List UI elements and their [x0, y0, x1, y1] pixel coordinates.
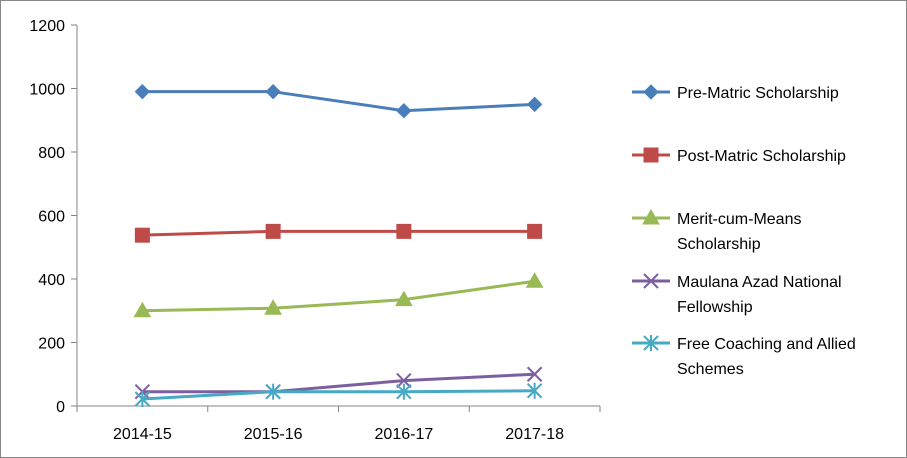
series-5: [134, 382, 543, 408]
legend-label: Post-Matric Scholarship: [677, 148, 846, 165]
legend-entry: Free Coaching and Allied Schemes: [632, 335, 856, 378]
marker-asterisk: [265, 383, 281, 400]
legend-label: Scholarship: [677, 236, 761, 253]
marker-triangle: [395, 290, 413, 307]
series-line: [142, 389, 535, 401]
marker-square: [643, 147, 659, 163]
y-tick-label: 0: [56, 399, 65, 416]
axes: 0 200 400 600 800 1000 1200 2014-15 2015-16 2016-…: [29, 18, 601, 443]
marker-square: [134, 227, 150, 243]
x-tick-label: 2017-18: [505, 426, 564, 443]
marker-square: [265, 223, 281, 239]
marker-triangle: [264, 299, 282, 315]
marker-square: [527, 223, 543, 239]
marker-diamond: [134, 83, 151, 100]
y-tick-label: 400: [38, 272, 65, 289]
series-1: [134, 83, 543, 119]
y-tick-label: 800: [38, 145, 65, 162]
marker-asterisk: [643, 335, 659, 351]
marker-x-stroke: [643, 273, 659, 289]
x-tick-label: 2016-17: [375, 426, 434, 443]
legend-label: Maulana Azad National: [677, 274, 842, 291]
marker-asterisk: [526, 382, 543, 399]
series-line: [142, 372, 535, 394]
series-2: [134, 223, 543, 243]
marker-asterisk: [396, 383, 412, 400]
legend: Pre-Matric Scholarship Post-Matric Schola…: [632, 84, 856, 378]
x-tick-label: 2015-16: [244, 426, 303, 443]
marker-x: [526, 366, 543, 382]
y-tick-label: 1000: [29, 82, 65, 99]
legend-entry: Merit-cum-Means Scholarship: [632, 208, 801, 253]
series-3: [133, 272, 544, 318]
marker-triangle: [525, 272, 544, 288]
marker-x: [396, 372, 412, 389]
legend-entry: Pre-Matric Scholarship: [632, 84, 839, 102]
marker-triangle: [133, 301, 152, 318]
marker-x-stroke: [526, 366, 543, 382]
y-tick-label: 1200: [29, 18, 65, 35]
y-tick-label: 600: [38, 209, 65, 226]
legend-label: Merit-cum-Means: [677, 211, 801, 228]
marker-x: [643, 273, 659, 289]
series-line: [142, 229, 535, 237]
series-layer: [133, 83, 544, 408]
legend-label: Fellowship: [677, 299, 753, 316]
series-line: [142, 90, 535, 113]
legend-label: Schemes: [677, 361, 744, 378]
legend-label: Pre-Matric Scholarship: [677, 85, 839, 102]
marker-diamond: [396, 103, 412, 119]
marker-triangle: [642, 208, 660, 225]
marker-x-stroke: [396, 372, 412, 389]
legend-entry: Post-Matric Scholarship: [632, 147, 846, 165]
marker-square: [396, 223, 412, 239]
series-line: [142, 279, 535, 313]
marker-asterisk: [134, 391, 151, 408]
marker-diamond: [643, 84, 659, 100]
y-tick-label: 200: [38, 336, 65, 353]
series-4: [134, 366, 543, 400]
legend-label: Free Coaching and Allied: [677, 336, 856, 353]
marker-diamond: [265, 83, 281, 100]
legend-entry: Maulana Azad National Fellowship: [632, 273, 842, 316]
x-tick-label: 2014-15: [113, 426, 172, 443]
marker-diamond: [526, 96, 543, 113]
